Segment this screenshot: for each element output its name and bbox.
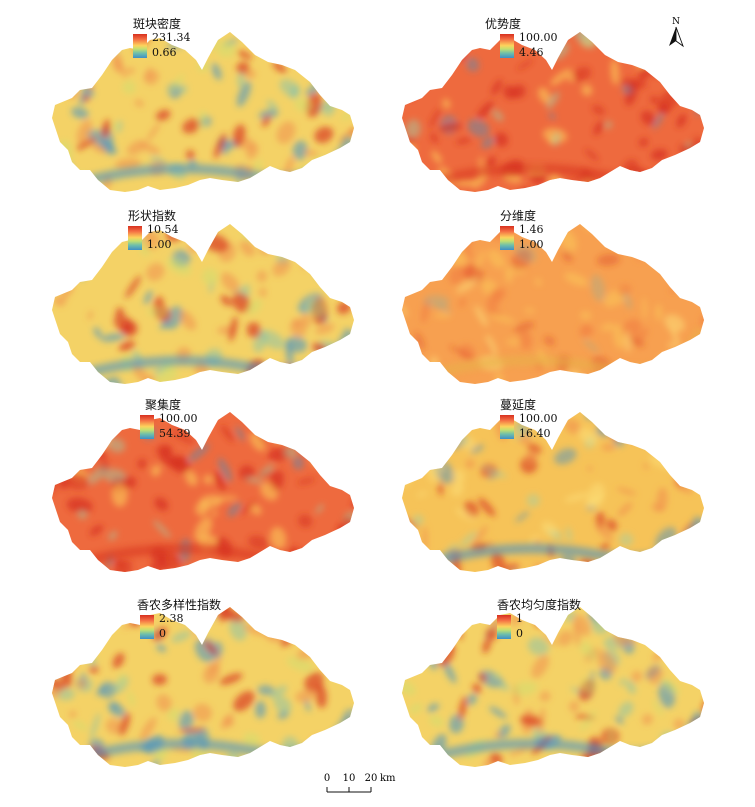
map-legend: 100.00 16.40 (500, 412, 570, 445)
map-panel-fractal-dimension: 分维度 1.46 1.00 (400, 209, 730, 392)
legend-color-ramp (140, 615, 154, 639)
map-raster (402, 224, 704, 384)
legend-min-value: 1.00 (147, 238, 172, 251)
map-legend: 231.34 0.66 (133, 31, 203, 64)
north-arrow-icon: N (665, 15, 687, 49)
map-legend: 10.54 1.00 (128, 223, 198, 256)
north-label: N (672, 17, 680, 27)
legend-max-value: 1.46 (519, 223, 544, 236)
map-panel-shannon-diversity: 香农多样性指数 2.38 0 (50, 595, 380, 775)
map-title: 蔓延度 (500, 398, 537, 412)
map-title: 形状指数 (128, 209, 177, 223)
map-title: 斑块密度 (133, 17, 182, 31)
legend-max-value: 10.54 (147, 223, 179, 236)
scale-tick-20: 20 (365, 773, 378, 784)
legend-max-value: 1 (516, 612, 523, 625)
map-raster (402, 607, 704, 767)
map-raster (402, 32, 704, 192)
map-title: 香农均匀度指数 (497, 598, 582, 612)
map-raster (52, 32, 354, 192)
legend-color-ramp (140, 415, 154, 439)
legend-max-value: 231.34 (152, 31, 191, 44)
legend-min-value: 0.66 (152, 46, 177, 59)
legend-min-value: 54.39 (159, 427, 191, 440)
map-panel-dominance: 优势度 100.00 4.46 (400, 17, 730, 200)
map-title: 香农多样性指数 (137, 598, 222, 612)
map-legend: 100.00 4.46 (500, 31, 570, 64)
legend-color-ramp (128, 226, 142, 250)
legend-color-ramp (500, 415, 514, 439)
map-raster (52, 412, 354, 572)
legend-min-value: 0 (516, 627, 523, 640)
map-raster (52, 224, 354, 384)
map-panel-patch-density: 斑块密度 231.34 0.66 (50, 17, 380, 200)
legend-color-ramp (497, 615, 511, 639)
scale-bar: 0 10 20 km (320, 770, 410, 800)
map-raster (52, 607, 354, 767)
scale-tick-0: 0 (324, 773, 330, 784)
scale-unit: km (380, 773, 396, 784)
map-legend: 1.46 1.00 (500, 223, 570, 256)
map-title: 聚集度 (145, 398, 182, 412)
map-title: 优势度 (485, 17, 522, 31)
map-panel-shannon-evenness: 香农均匀度指数 1 0 (400, 595, 730, 775)
map-panel-aggregation: 聚集度 100.00 54.39 (50, 398, 380, 580)
legend-min-value: 4.46 (519, 46, 544, 59)
map-panel-shape-index: 形状指数 10.54 1.00 (50, 209, 380, 392)
map-legend: 1 0 (497, 612, 567, 645)
legend-min-value: 0 (159, 627, 166, 640)
legend-max-value: 100.00 (519, 31, 558, 44)
legend-min-value: 1.00 (519, 238, 544, 251)
legend-min-value: 16.40 (519, 427, 551, 440)
map-panel-contagion: 蔓延度 100.00 16.40 (400, 398, 730, 580)
map-legend: 100.00 54.39 (140, 412, 210, 445)
scale-tick-10: 10 (343, 773, 356, 784)
legend-max-value: 2.38 (159, 612, 184, 625)
legend-max-value: 100.00 (159, 412, 198, 425)
map-title: 分维度 (500, 209, 537, 223)
legend-color-ramp (500, 34, 514, 58)
map-raster (402, 412, 704, 572)
legend-color-ramp (133, 34, 147, 58)
legend-max-value: 100.00 (519, 412, 558, 425)
legend-color-ramp (500, 226, 514, 250)
map-legend: 2.38 0 (140, 612, 210, 645)
